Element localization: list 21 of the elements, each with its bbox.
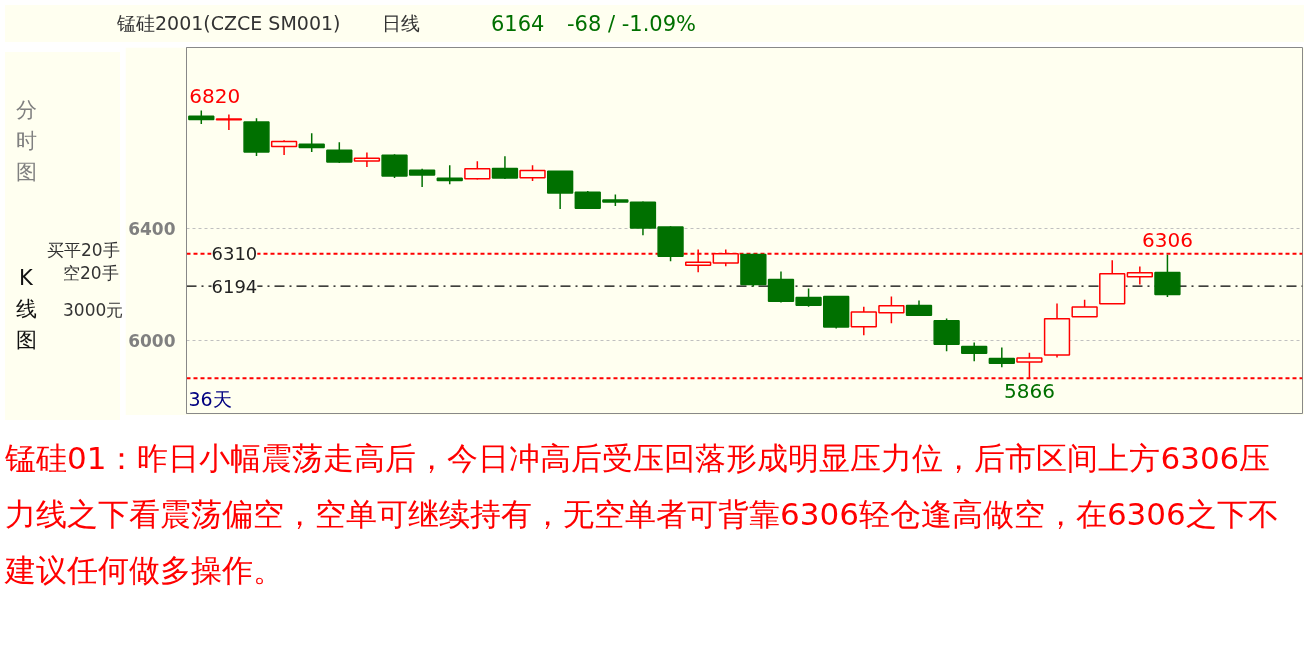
- chart-subtitle: 日线: [382, 12, 420, 34]
- ref-line-label: 6310: [211, 243, 258, 265]
- annotation: 36天: [188, 387, 232, 410]
- text: K线图: [14, 265, 38, 354]
- candlestick: [353, 151, 381, 168]
- text: 3000元: [63, 300, 124, 320]
- candlestick: [436, 164, 463, 186]
- text: 6164: [491, 12, 545, 37]
- ref-line-label: 6194: [211, 275, 258, 297]
- text: 买平20手: [47, 240, 120, 260]
- candlestick: [215, 113, 243, 131]
- text: 锰硅01：昨日小幅震荡走高后，今日冲高后受压回落形成明显压力位，后市区间上方6306压力线之下看震荡偏空，空单可继续持有，无空单者可背靠6306轻仓逢高做空，在6306之下不建议任何做多操作。: [5, 439, 1280, 590]
- y-tick-label: 6000: [128, 331, 176, 352]
- text: 分时图: [14, 97, 38, 186]
- annotation: 5866: [1003, 379, 1055, 404]
- text: -68 / -1.09%: [567, 12, 697, 37]
- annotation: 6820: [189, 83, 241, 108]
- text: 空20手: [63, 263, 119, 283]
- chart-title: 锰硅2001(CZCE SM001): [117, 12, 341, 34]
- annotation: 6306: [1141, 227, 1193, 252]
- y-tick-label: 6400: [128, 218, 176, 239]
